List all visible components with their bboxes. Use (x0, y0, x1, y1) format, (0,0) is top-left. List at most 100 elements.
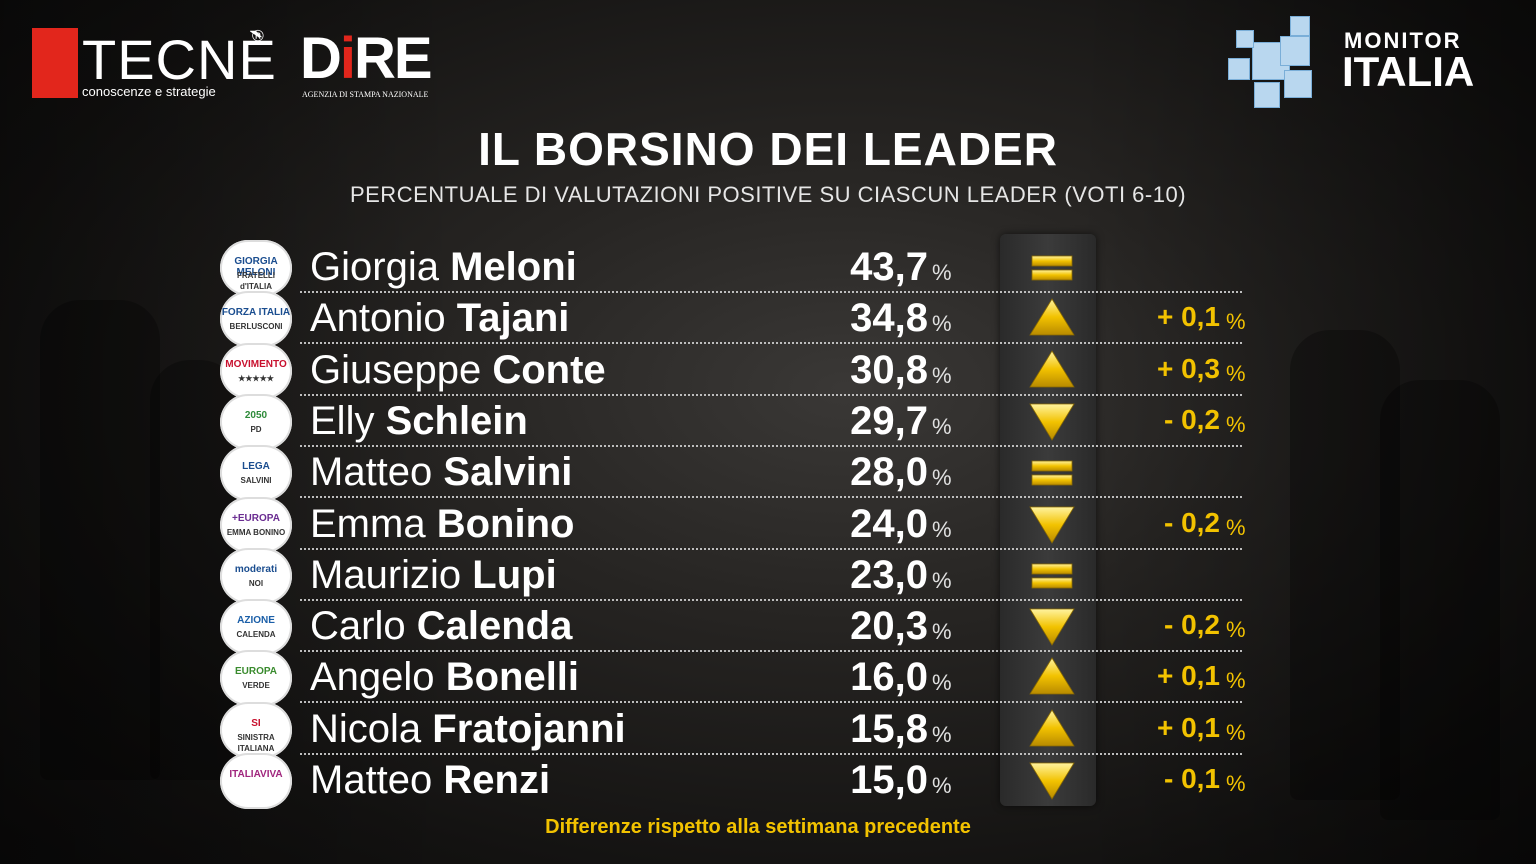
row-separator (300, 598, 1242, 601)
tecne-logo-word: TECNÈ (82, 28, 277, 91)
chart-subtitle: PERCENTUALE DI VALUTAZIONI POSITIVE SU C… (349, 182, 1187, 207)
leader-last-name: Meloni (450, 245, 577, 289)
party-logo-subtext: BERLUSCONI (229, 322, 283, 332)
row-separator (300, 342, 1242, 345)
party-logo-subtext: VERDE (242, 681, 270, 691)
leader-last-name: Conte (492, 347, 606, 392)
arrow-down-icon (1029, 608, 1075, 646)
value-unit: % (932, 413, 952, 439)
arrow-down-icon (1029, 506, 1075, 544)
leader-first-name: Emma (310, 501, 426, 546)
leader-first-name: Nicola (310, 706, 422, 751)
row-separator (300, 701, 1242, 704)
leader-name: Maurizio Lupi (310, 552, 557, 598)
leader-row: GIORGIA MELONI FRATELLI d'ITALIA Giorgia M… (220, 240, 1242, 296)
leader-row: EUROPA VERDE Angelo Bonelli 16,0% + 0,1% (220, 650, 1246, 707)
delta-unit: % (1226, 668, 1246, 694)
value-unit: % (932, 670, 952, 696)
dire-logo: DiRE AGENZIA DI STAMPA NAZIONALE (300, 26, 433, 102)
monitor-italia-logo: MONITOR ITALIA (1218, 14, 1518, 114)
dire-logo-word: DiRE (300, 26, 433, 92)
leader-row: AZIONE CALENDA Carlo Calenda 20,3% - 0,2% (220, 599, 1246, 656)
party-logo-text: FORZA ITALIA (221, 307, 291, 319)
tecne-logo-reg: ® (252, 28, 264, 45)
leader-row: LEGA SALVINI Matteo Salvini 28,0% (220, 445, 1242, 502)
party-logo-subtext: NOI (248, 578, 264, 588)
leader-first-name: Maurizio (310, 552, 462, 597)
delta-unit: % (1226, 360, 1246, 386)
leader-name: Carlo Calenda (310, 603, 572, 649)
row-separator (300, 444, 1242, 447)
dire-logo-d: D (300, 26, 342, 91)
party-logo: GIORGIA MELONI FRATELLI d'ITALIA (220, 240, 292, 296)
party-logo-subtext: CALENDA (236, 630, 276, 640)
leader-delta: + 0,1 (1156, 711, 1220, 743)
leader-first-name: Matteo (310, 758, 433, 802)
leader-value: 28,0 (850, 450, 928, 495)
leader-row: +EUROPA EMMA BONINO Emma Bonino 24,0% - 0,2% (220, 496, 1246, 553)
leader-value: 23,0 (850, 552, 928, 597)
leader-delta: - 0,1 (1163, 763, 1220, 794)
party-logo-subtext: SALVINI (240, 476, 272, 486)
dire-logo-i: i (339, 26, 356, 91)
leader-row: ITALIAVIVA Matteo Renzi 15,0% - 0,1% (220, 753, 1246, 809)
cube-icon (1254, 82, 1280, 108)
leader-value: 20,3 (850, 604, 928, 649)
party-logo-text: ITALIAVIVA (229, 769, 283, 780)
party-logo-text: SI (251, 717, 261, 729)
party-logo-text: AZIONE (237, 615, 275, 627)
value-unit: % (932, 465, 952, 491)
party-logo-subtext: ★★★★★ (238, 373, 274, 383)
leader-delta: - 0,2 (1163, 403, 1220, 435)
leader-delta: - 0,2 (1163, 609, 1220, 641)
value-unit: % (932, 619, 952, 645)
party-logo-subtext: PD (250, 424, 262, 434)
leader-first-name: Carlo (310, 604, 406, 649)
equal-icon (1031, 255, 1073, 281)
leader-value: 16,0 (850, 655, 928, 700)
leader-row: 2050 PD Elly Schlein 29,7% - 0,2% (220, 393, 1246, 450)
arrow-down-icon (1029, 403, 1075, 441)
leader-value: 30,8 (850, 347, 928, 392)
leader-name: Giorgia Meloni (310, 244, 577, 290)
row-separator (300, 496, 1242, 499)
party-logo: ITALIAVIVA (220, 753, 292, 809)
arrow-up-icon (1029, 349, 1075, 387)
leader-name: Giuseppe Conte (310, 347, 606, 393)
leader-row: FORZA ITALIA BERLUSCONI Antonio Tajani 34,8… (220, 291, 1246, 348)
cube-icon (1228, 58, 1250, 80)
leader-row: moderati NOI Maurizio Lupi 23,0% (220, 547, 1242, 604)
leader-row: MOVIMENTO ★★★★★ Giuseppe Conte 30,8% + 0,3% (220, 342, 1246, 399)
monitor-logo-top: MONITOR (1344, 28, 1462, 53)
leader-name: Angelo Bonelli (310, 654, 579, 700)
value-unit: % (932, 567, 952, 593)
party-logo: LEGA SALVINI (220, 445, 292, 502)
row-separator (300, 547, 1242, 550)
tecne-logo-tagline: conoscenze e strategie (82, 84, 216, 99)
leader-last-name: Bonino (436, 501, 575, 546)
party-logo: moderati NOI (220, 547, 292, 604)
cube-icon (1284, 70, 1312, 98)
party-logo-text: GIORGIA MELONI (234, 256, 278, 278)
party-logo-text: +EUROPA (232, 512, 280, 524)
leader-name: Elly Schlein (310, 398, 528, 444)
arrow-up-icon (1029, 657, 1075, 695)
leader-first-name: Antonio (310, 296, 446, 341)
delta-unit: % (1226, 617, 1246, 643)
chart-footnote: Differenze rispetto alla settimana prece… (545, 816, 971, 838)
leader-last-name: Schlein (385, 398, 528, 443)
row-separator (300, 291, 1242, 293)
leader-last-name: Calenda (416, 604, 573, 649)
delta-unit: % (1226, 411, 1246, 437)
leader-last-name: Bonelli (445, 655, 580, 700)
leader-value: 24,0 (850, 501, 928, 546)
equal-icon (1031, 563, 1073, 589)
leader-name: Nicola Fratojanni (310, 706, 626, 752)
value-unit: % (932, 773, 952, 798)
leader-value: 34,8 (850, 296, 928, 341)
arrow-up-icon (1029, 708, 1075, 747)
row-separator (300, 752, 1242, 755)
leader-name: Matteo Renzi (310, 757, 550, 803)
leader-name: Matteo Salvini (310, 449, 572, 495)
party-logo: SI SINISTRA ITALIANA (220, 701, 292, 758)
